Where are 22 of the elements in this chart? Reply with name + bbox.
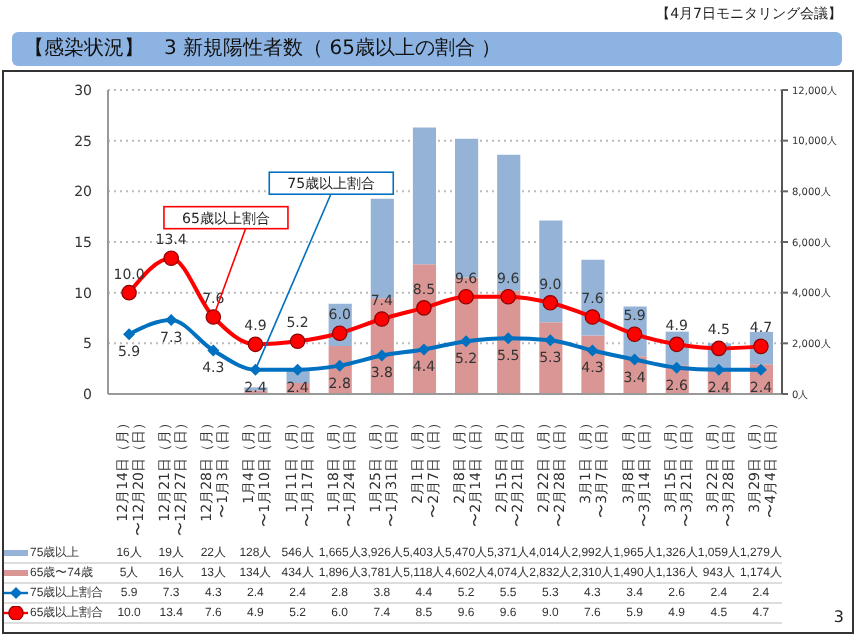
point — [289, 333, 306, 350]
bar — [412, 127, 437, 265]
point — [458, 288, 474, 305]
point — [375, 349, 388, 362]
point — [417, 343, 430, 356]
point — [205, 309, 222, 325]
point — [500, 288, 516, 305]
point — [207, 344, 220, 357]
point — [628, 353, 641, 366]
bar — [497, 154, 521, 291]
text: 3 — [833, 608, 844, 626]
point — [163, 250, 179, 267]
point — [586, 344, 599, 357]
point — [123, 328, 136, 341]
point — [416, 300, 432, 316]
point — [584, 309, 601, 325]
point — [121, 284, 137, 301]
point — [542, 295, 559, 311]
point — [247, 336, 264, 353]
point — [670, 361, 683, 374]
chart-title: 【感染状況】 3 新規陽性者数（ 65歳以上の割合 ） — [12, 32, 842, 66]
point — [374, 311, 390, 327]
